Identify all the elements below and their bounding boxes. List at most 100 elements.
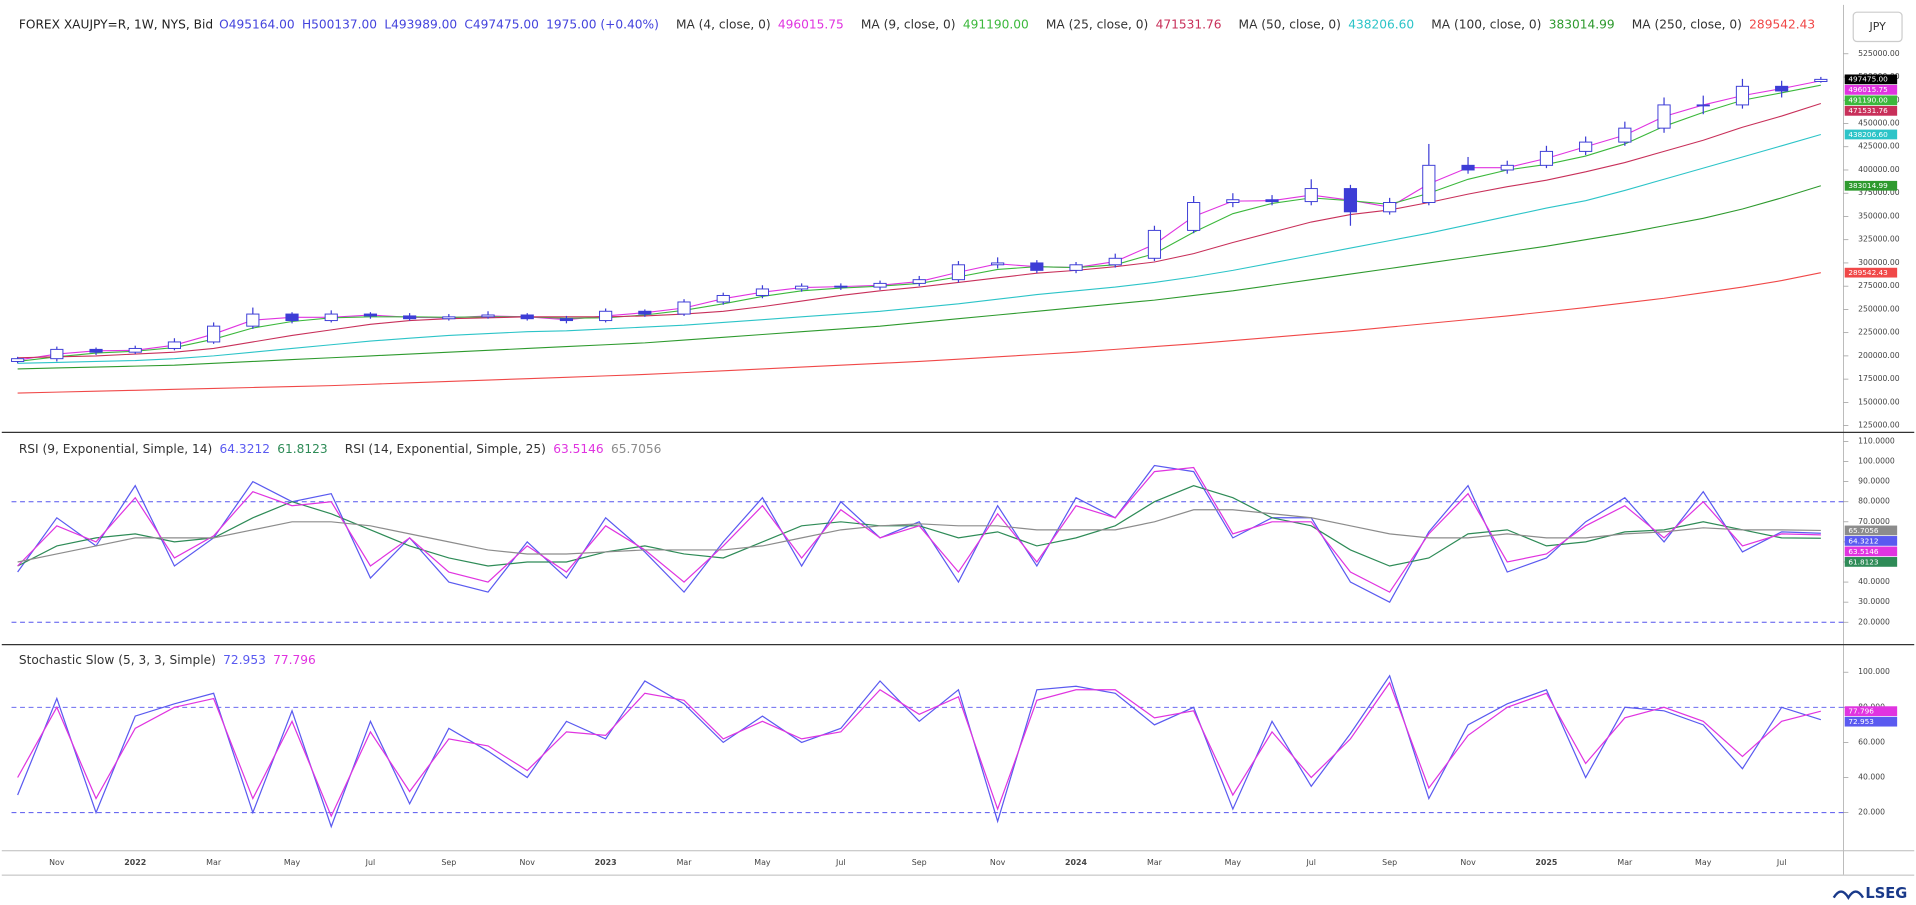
candle-body [246,313,260,327]
value-tag [1844,84,1898,95]
candle-body [1069,264,1083,271]
value-tag [1844,129,1898,140]
x-tick-label: Jul [1776,858,1787,867]
x-tick-label: Jul [365,858,376,867]
x-tick-label: Nov [520,858,536,867]
value-tag [1844,105,1898,116]
value-tag-label: 491190.00 [1848,96,1888,105]
candle-body [1030,262,1044,271]
line-series [17,466,1821,593]
plot-area [17,464,1821,603]
value-tag [1844,716,1898,727]
legend-value: 61.8123 [277,441,327,455]
candle-body [363,313,378,317]
x-tick-label: Jul [835,858,846,867]
y-tick-label: 30.0000 [1858,597,1890,606]
x-tick-label: May [1225,858,1242,867]
candle-body [403,315,417,320]
candle-body [1539,150,1554,166]
ohlc-value: L493989.00 [384,17,457,31]
value-tag-label: 72.953 [1848,717,1874,726]
value-tag-label: 438206.60 [1848,130,1888,139]
legend-value: 289542.43 [1749,17,1815,31]
candle-body [1579,141,1593,152]
x-tick-label: Mar [677,858,693,867]
value-tag [1844,557,1898,567]
candle-body [991,262,1005,266]
candle-body [1265,199,1279,203]
candle-body [89,348,103,353]
x-tick-label: Mar [1147,858,1163,867]
x-tick-label: Nov [990,858,1006,867]
value-tag-label: 65.7056 [1848,526,1879,535]
legend-value: 72.953 [223,652,266,666]
candle-body [1814,78,1828,83]
candle-body [1422,164,1436,204]
candle-body [951,264,966,281]
legend-value: 64.3212 [220,441,270,455]
candle-body [442,316,456,320]
legend-value: 496015.75 [778,17,844,31]
candle-body [1147,229,1162,259]
x-tick-label: May [284,858,301,867]
candle-body [795,285,809,290]
legend: FOREX XAUJPY=R, 1W, NYS, Bid O495164.00 H5… [19,17,1815,31]
y-tick-label: 40.0000 [1858,577,1890,586]
x-tick-label: 2022 [124,858,146,867]
currency: JPY [1868,20,1886,33]
x-tick-label: May [754,858,771,867]
y-tick-label: 175000.00 [1858,374,1900,383]
candle-body [11,358,25,362]
line-series [17,464,1821,603]
ohlc-value: C497475.00 [464,17,538,31]
candle-body [50,348,64,360]
y-tick-label: 200000.00 [1858,351,1900,360]
x-tick-label: May [1695,858,1712,867]
candle-body [912,279,926,284]
legend: RSI (9, Exponential, Simple, 14) 64.3212 6… [19,441,662,455]
value-tag-label: 383014.99 [1848,181,1888,190]
legend-name: MA (50, close, 0) [1239,17,1341,31]
y-tick-label: 40.000 [1858,772,1885,781]
y-tick-label: 350000.00 [1858,211,1900,220]
candle-body [285,313,299,322]
value-tag [1844,180,1898,191]
legend-value: 471531.76 [1156,17,1222,31]
value-tag [1844,706,1898,717]
line-series [17,674,1822,829]
candle-body [167,341,182,349]
y-tick-label: 150000.00 [1858,397,1900,406]
candle-body [1775,85,1789,92]
currency-box[interactable] [1852,11,1903,43]
y-tick-label: 90.0000 [1858,477,1890,486]
candle-body [1735,85,1750,106]
value-tag [1844,536,1898,546]
line-series [17,272,1821,394]
x-tick-label: 2025 [1535,858,1557,867]
legend-value: 63.5146 [553,441,603,455]
x-tick-label: Nov [49,858,65,867]
legend-name: MA (9, close, 0) [861,17,956,31]
line-series [17,185,1822,370]
logo-icon [1832,890,1865,901]
y-tick-label: 250000.00 [1858,304,1900,313]
logo: LSEG [1865,885,1907,902]
candle-body [481,314,495,318]
value-tag-label: 289542.43 [1848,268,1888,277]
candle-body [128,347,142,353]
candle-body [1108,257,1122,266]
legend-value: 491190.00 [963,17,1029,31]
value-tag-label: 64.3212 [1848,536,1878,545]
value-tag-label: 61.8123 [1848,557,1879,566]
x-tick-label: Mar [1617,858,1633,867]
ohlc-value: O495164.00 [219,17,295,31]
y-tick-label: 425000.00 [1858,142,1900,151]
candle-body [599,310,613,322]
legend-name: MA (25, close, 0) [1046,17,1148,31]
plot-area [17,674,1822,829]
ohlc-value: 1975.00 (+0.40%) [546,17,659,31]
candle-body [1461,164,1475,171]
legend: Stochastic Slow (5, 3, 3, Simple) 72.953 7… [19,652,316,666]
line-series [17,681,1822,818]
